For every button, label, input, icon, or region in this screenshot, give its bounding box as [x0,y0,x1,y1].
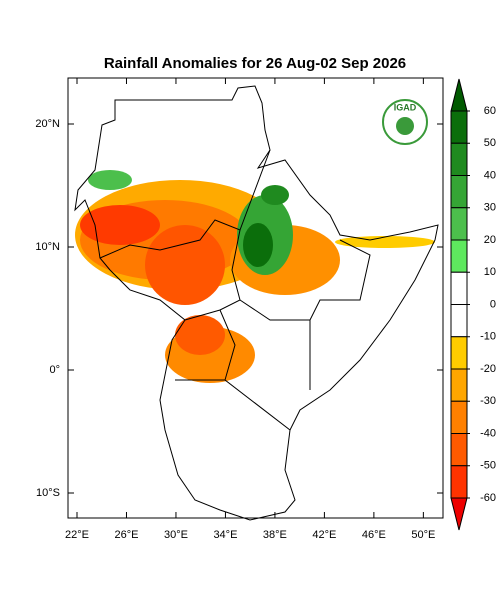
colorbar-bin [450,336,468,370]
x-tick-label: 38°E [263,529,287,541]
colorbar-bin [450,207,468,241]
anomaly-area [261,185,289,205]
x-tick-label: 26°E [114,529,138,541]
x-tick-label: 34°E [213,529,237,541]
anomaly-area [243,223,273,267]
colorbar-label: -40 [480,427,496,439]
colorbar-label: 0 [490,298,496,310]
border [309,239,371,390]
anomaly-area [335,236,435,248]
y-tick-label: 20°N [35,118,60,130]
colorbar-label: 40 [484,169,496,181]
colorbar-label: -60 [480,492,496,504]
colorbar-label: -50 [480,460,496,472]
anomaly-area [175,315,225,355]
colorbar-label: 50 [484,137,496,149]
region-outline [74,85,439,521]
colorbar-label: 20 [484,234,496,246]
x-tick-label: 30°E [164,529,188,541]
border [219,309,291,431]
colorbar-bin [450,239,468,273]
x-tick-label: 42°E [312,529,336,541]
border [239,299,310,321]
y-tick-label: 10°S [36,487,60,499]
anomaly-area [145,225,225,305]
colorbar-arrow [450,497,468,531]
colorbar-bin [450,110,468,144]
colorbar-label: -30 [480,395,496,407]
logo-mark [396,117,414,135]
anomaly-area [80,205,160,245]
colorbar-bin [450,304,468,338]
map-title: Rainfall Anomalies for 26 Aug-02 Sep 202… [104,55,406,72]
colorbar-bin [450,400,468,434]
map-frame [67,77,444,519]
y-tick-label: 10°N [35,241,60,253]
colorbar-arrow [450,78,468,112]
colorbar-bin [450,465,468,499]
colorbar-bin [450,271,468,305]
y-tick-label: 0° [49,364,60,376]
colorbar-label: -20 [480,363,496,375]
anomaly-area [88,170,132,190]
map-layer: IGAD [74,85,439,521]
colorbar-bin [450,433,468,467]
colorbar-bin [450,175,468,209]
colorbar-label: 30 [484,202,496,214]
colorbar-label: 10 [484,266,496,278]
colorbar-bin [450,368,468,402]
x-tick-label: 46°E [362,529,386,541]
colorbar-label: -10 [480,331,496,343]
x-tick-label: 50°E [411,529,435,541]
colorbar-bin [450,142,468,176]
colorbar-label: 60 [484,105,496,117]
logo-text: IGAD [394,102,417,112]
x-tick-label: 22°E [65,529,89,541]
